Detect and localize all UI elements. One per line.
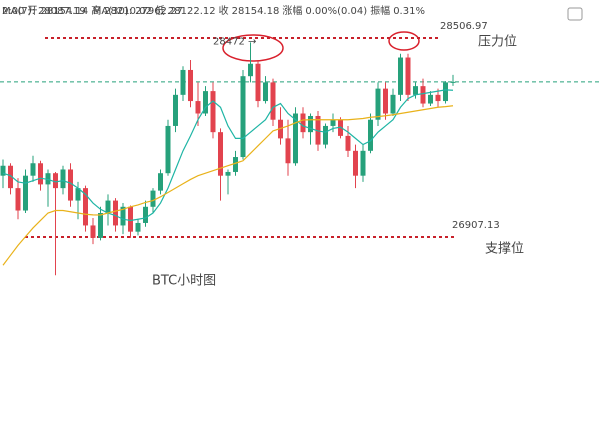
- header-text: 收: [219, 4, 229, 17]
- candle-body: [143, 206, 148, 223]
- candle-body: [218, 132, 223, 176]
- header-text: 振幅: [370, 4, 390, 17]
- candle-body: [38, 163, 43, 185]
- candle-body: [195, 101, 201, 114]
- candle-body: [105, 200, 111, 214]
- candle-body: [308, 115, 313, 133]
- candle-body: [255, 63, 261, 102]
- candle-body: [345, 135, 351, 151]
- candle-body: [293, 113, 298, 164]
- expand-icon[interactable]: [567, 7, 583, 21]
- candle-body: [0, 165, 6, 176]
- candle-body: [120, 206, 126, 226]
- resistance-value: 28506.97: [440, 21, 488, 32]
- header-text: MA(7):: [2, 6, 35, 17]
- header-text: 0.00%(0.04): [305, 6, 367, 17]
- candle-body: [390, 94, 396, 114]
- candle-body: [360, 150, 366, 176]
- candle-body: [420, 86, 426, 104]
- header-text: 28087.19: [38, 6, 86, 17]
- candle-body: [383, 88, 388, 114]
- header-text: 高: [91, 4, 101, 17]
- candle-body: [15, 188, 21, 211]
- candle-body: [323, 125, 328, 145]
- candle-body: [128, 206, 133, 232]
- header-text: 开: [27, 6, 37, 17]
- candle-body: [180, 69, 186, 95]
- candle-body: [398, 57, 403, 95]
- support-value: 26907.13: [452, 220, 500, 231]
- candle-body: [413, 86, 418, 95]
- header-text: 28154.18: [232, 6, 280, 17]
- candle-body: [8, 165, 13, 189]
- candle-body: [75, 188, 81, 201]
- header-text: 27962.27: [135, 6, 183, 17]
- peak-label: 28472 →: [213, 36, 256, 47]
- candle-body: [330, 119, 336, 126]
- header-text: 28210.02: [104, 6, 152, 17]
- candle-body: [203, 91, 208, 114]
- candle-body: [150, 190, 156, 207]
- candle-body: [233, 157, 238, 172]
- candle-body: [188, 69, 193, 102]
- header-text: 28154.14: [40, 6, 88, 17]
- candle-body: [158, 173, 163, 191]
- header-text: 28122.12: [168, 6, 216, 17]
- header-text: MA(30):: [93, 6, 132, 17]
- candle-body: [270, 82, 276, 120]
- candle-body: [68, 169, 73, 201]
- candle-body: [263, 82, 268, 102]
- candle-body: [173, 94, 178, 126]
- candle-body: [113, 200, 118, 226]
- candle-body: [45, 173, 51, 185]
- candle-body: [135, 222, 141, 232]
- candle-body: [225, 171, 231, 176]
- candle-body: [428, 94, 433, 104]
- candle-body: [98, 213, 103, 238]
- candle-body: [210, 91, 216, 133]
- candle-body: [23, 175, 28, 211]
- candle-body: [240, 76, 246, 158]
- candle-body: [83, 188, 88, 226]
- header-text: 0.31%: [393, 6, 425, 17]
- candle-body: [60, 169, 66, 189]
- candle-body: [435, 94, 441, 102]
- candle-body: [300, 113, 306, 133]
- candle-body: [248, 63, 253, 77]
- resistance-label: 压力位: [478, 35, 517, 50]
- caption: BTC小时图: [152, 274, 216, 289]
- candle-body: [53, 173, 58, 189]
- peak-circle: [222, 34, 284, 62]
- header-text: 低: [155, 4, 165, 17]
- candle-body: [375, 88, 381, 120]
- candle-body: [90, 225, 96, 238]
- candle-body: [353, 150, 358, 176]
- support-label: 支撑位: [485, 242, 524, 257]
- ma-line: [2, 89, 454, 222]
- candle-body: [165, 125, 171, 174]
- candle-body: [30, 163, 36, 176]
- peak-circle: [388, 31, 420, 51]
- candle-body: [443, 82, 448, 102]
- candle-body: [450, 81, 456, 83]
- ma-line: [2, 105, 454, 266]
- candle-body: [405, 57, 411, 95]
- candle-body: [285, 138, 291, 164]
- header-text: 2:00: [2, 6, 24, 17]
- header-text: 涨幅: [282, 4, 302, 17]
- candle-body: [368, 119, 373, 151]
